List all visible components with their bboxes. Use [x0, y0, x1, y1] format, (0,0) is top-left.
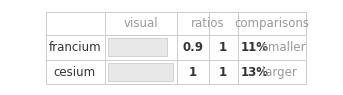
Text: 1: 1: [218, 41, 226, 54]
Text: 1: 1: [218, 66, 226, 79]
Text: visual: visual: [124, 17, 158, 30]
Text: ratios: ratios: [191, 17, 225, 30]
Text: 13%: 13%: [241, 66, 269, 79]
Bar: [108, 63, 173, 81]
Text: comparisons: comparisons: [235, 17, 310, 30]
Text: francium: francium: [48, 41, 101, 54]
Text: 11%: 11%: [241, 41, 269, 54]
Text: 0.9: 0.9: [182, 41, 203, 54]
Text: larger: larger: [258, 66, 297, 79]
Bar: [108, 38, 167, 56]
Text: 1: 1: [189, 66, 197, 79]
Text: cesium: cesium: [54, 66, 96, 79]
Text: smaller: smaller: [258, 41, 306, 54]
